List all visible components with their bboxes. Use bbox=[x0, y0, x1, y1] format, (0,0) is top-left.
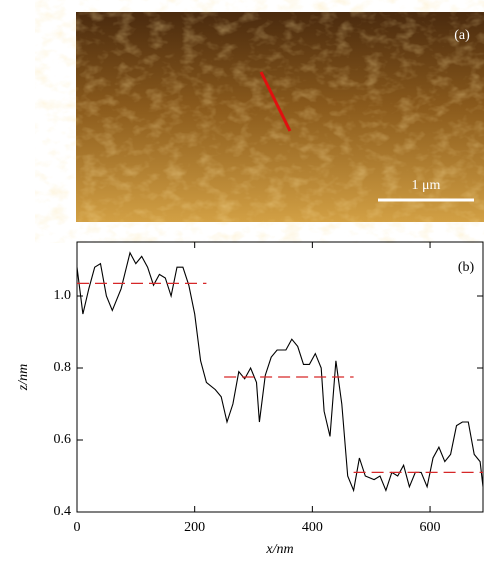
x-tick-label: 200 bbox=[184, 520, 205, 535]
x-tick-label: 400 bbox=[302, 520, 323, 535]
afm-image: 1 μm (a) bbox=[76, 12, 484, 222]
profile-line bbox=[76, 251, 484, 493]
panel-label: (b) bbox=[458, 260, 475, 275]
y-axis-label: z/nm bbox=[16, 364, 31, 391]
profile-line bbox=[259, 71, 292, 132]
afm-texture bbox=[76, 12, 484, 222]
y-tick-label: 0.6 bbox=[54, 432, 72, 447]
profile-chart: 0 200 400 600 0.4 0.6 0.8 1.0 x/nm z/nm (b) bbox=[16, 241, 484, 557]
x-tick-label: 0 bbox=[74, 520, 81, 535]
panel-label: (a) bbox=[454, 28, 470, 43]
plot-frame bbox=[76, 241, 484, 513]
scale-bar-label: 1 μm bbox=[412, 178, 441, 193]
x-tick-label: 600 bbox=[420, 520, 441, 535]
x-axis-label: x/nm bbox=[265, 542, 293, 557]
y-tick-label: 0.4 bbox=[54, 504, 72, 519]
y-tick-label: 1.0 bbox=[54, 288, 72, 303]
y-tick-label: 0.8 bbox=[54, 360, 72, 375]
